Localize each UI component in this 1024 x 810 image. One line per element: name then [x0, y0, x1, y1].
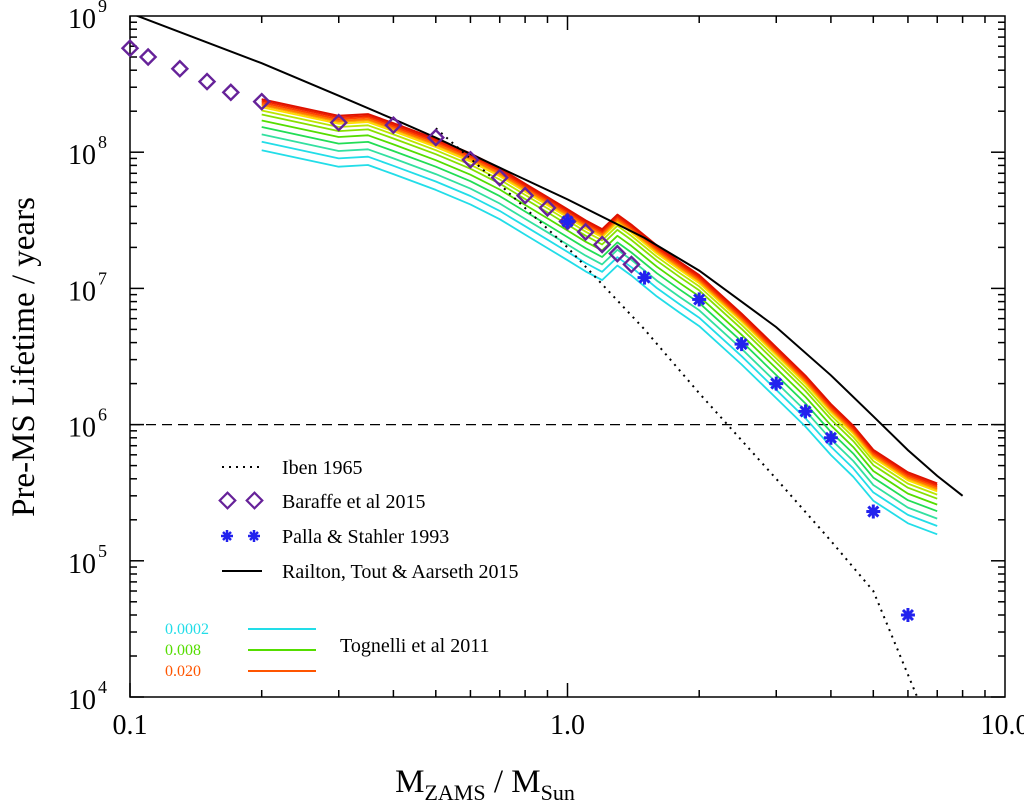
baraffe-point [576, 222, 595, 242]
palla-point [560, 214, 575, 229]
baraffe-point [170, 59, 190, 78]
baraffe-point [426, 128, 445, 147]
plot-area [129, 15, 1006, 698]
tognelli-track-4 [261, 119, 938, 506]
tognelli-track-0 [261, 149, 938, 536]
legend-iben-label: Iben 1965 [282, 457, 363, 479]
tognelli-track-11 [261, 99, 938, 486]
y-tick-exponent: 5 [98, 541, 107, 561]
x-tick-label: 0.1 [113, 710, 148, 741]
palla-point [900, 607, 915, 622]
legend-palla-label: Palla & Stahler 1993 [282, 526, 449, 548]
baraffe-point [197, 72, 217, 91]
baraffe-point [221, 83, 241, 102]
metallicity-legend: 0.0002 0.008 0.020 [165, 621, 316, 680]
tognelli-track-5 [261, 113, 938, 500]
legend-baraffe-label: Baraffe et al 2015 [282, 491, 425, 513]
y-tick-label: 10 [68, 4, 96, 35]
legend-tognelli-label: Tognelli et al 2011 [340, 635, 490, 657]
legend-palla-swatch [221, 530, 260, 542]
palla-point [734, 337, 749, 352]
y-tick-exponent: 6 [98, 405, 107, 425]
tognelli-track-6 [261, 109, 938, 496]
y-tick-exponent: 4 [98, 677, 107, 697]
metallicity-label: 0.0002 [165, 621, 209, 638]
x-axis-title-mid: / M [486, 764, 541, 800]
y-tick-exponent: 7 [98, 268, 107, 288]
baraffe-point [515, 186, 535, 205]
tognelli-track-12 [261, 98, 938, 485]
palla-point [637, 270, 652, 285]
baraffe-point [329, 113, 348, 132]
y-tick-label: 10 [68, 140, 96, 171]
x-axis-title-sub2: Sun [541, 780, 575, 805]
markers [120, 39, 915, 622]
railton-line [134, 16, 964, 497]
baraffe-point [120, 39, 140, 58]
palla-point [769, 376, 784, 391]
baraffe-point [538, 198, 557, 218]
palla-point [823, 430, 838, 445]
legend-baraffe-swatch [218, 491, 264, 510]
baraffe-point [592, 235, 612, 254]
x-tick-label: 1.0 [550, 710, 585, 741]
baraffe-point [622, 255, 641, 274]
baraffe-point [558, 212, 577, 231]
palla-point [866, 504, 881, 519]
tognelli-track-1 [261, 140, 938, 527]
y-axis-title: Pre-MS Lifetime / years [6, 197, 42, 517]
x-tick-label: 10.0 [981, 710, 1024, 741]
y-tick-exponent: 9 [98, 0, 107, 16]
x-axis-title: MZAMS / MSun [395, 764, 575, 805]
tognelli-track-7 [261, 106, 938, 493]
metallicity-label: 0.008 [165, 642, 201, 659]
x-axis-title-sub1: ZAMS [424, 780, 485, 805]
baraffe-point [490, 168, 509, 187]
y-tick-label: 10 [68, 276, 96, 307]
baraffe-point [384, 115, 403, 135]
legend-railton-label: Railton, Tout & Aarseth 2015 [282, 561, 519, 583]
palla-point [692, 292, 707, 307]
y-tick-exponent: 8 [98, 132, 107, 152]
x-axis-title-m: M [395, 764, 424, 800]
baraffe-point [461, 150, 480, 169]
metallicity-label: 0.020 [165, 663, 201, 680]
tognelli-track-10 [261, 101, 938, 488]
legend: Iben 1965 Baraffe et al 2015 Palla & Sta… [165, 457, 519, 680]
y-tick-label: 10 [68, 685, 96, 716]
baraffe-point [138, 47, 158, 67]
baraffe-point [252, 92, 271, 111]
y-tick-label: 10 [68, 549, 96, 580]
baraffe-point [608, 244, 627, 263]
palla-point [798, 404, 813, 419]
y-tick-label: 10 [68, 413, 96, 444]
